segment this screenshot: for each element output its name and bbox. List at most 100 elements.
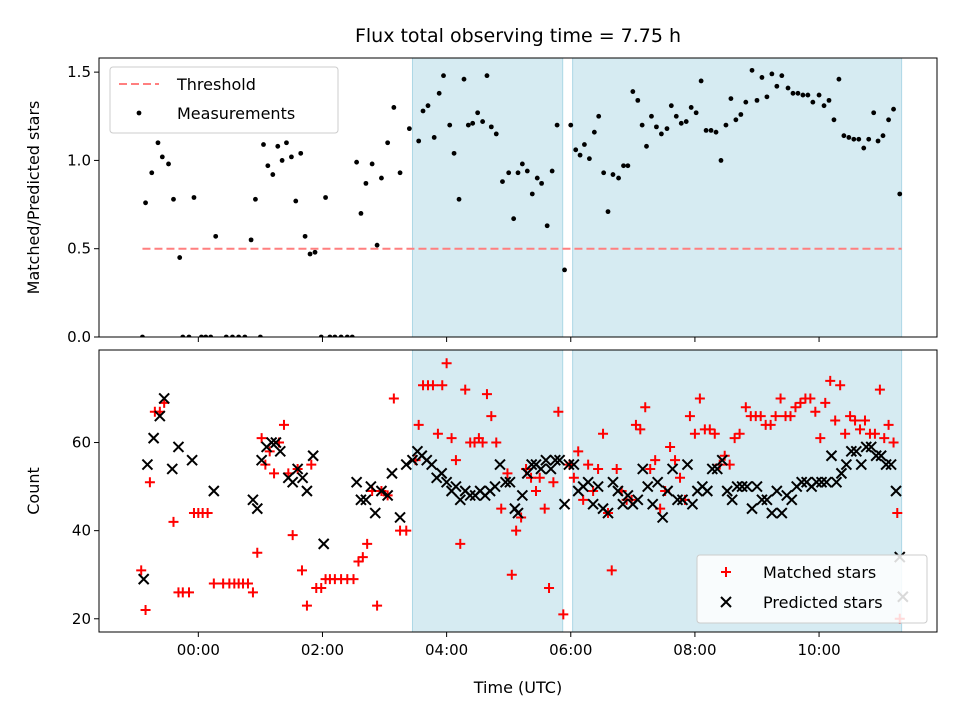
measurement-point	[582, 142, 587, 147]
top-ytick-label: 0.5	[67, 240, 91, 258]
measurement-point	[664, 126, 670, 132]
bottom-ytick-label: 60	[72, 434, 91, 452]
measurement-point	[441, 73, 446, 79]
bottom-ytick-label: 40	[72, 522, 91, 540]
bottom-xtick-label: 10:00	[797, 641, 840, 659]
legend-matched-label: Matched stars	[763, 563, 876, 582]
predicted-star-point	[646, 498, 659, 510]
matched-star-point	[247, 587, 258, 598]
bottom-xtick-label: 04:00	[425, 641, 468, 659]
top-legend-box	[109, 66, 339, 134]
predicted-star-point	[291, 463, 304, 475]
measurement-point	[764, 94, 770, 100]
predicted-star-point	[622, 489, 634, 502]
measurement-point	[447, 122, 453, 128]
measurement-point	[601, 170, 607, 176]
measurement-point	[208, 334, 214, 337]
measurement-point	[749, 67, 755, 73]
matched-star-point	[531, 486, 542, 496]
matched-star-point	[775, 393, 786, 404]
matched-star-point	[874, 384, 885, 395]
predicted-star-point	[835, 467, 848, 480]
measurement-point	[186, 334, 192, 337]
matched-star-point	[432, 428, 443, 439]
matched-star-point	[729, 433, 740, 444]
measurement-point	[349, 334, 355, 337]
measurement-point	[738, 112, 744, 117]
predicted-star-point	[676, 494, 689, 506]
matched-star-point	[136, 565, 147, 576]
matched-star-point	[611, 463, 622, 474]
measurement-point	[312, 249, 318, 255]
measurement-point	[621, 163, 626, 169]
matched-star-point	[859, 415, 870, 426]
measurement-point	[253, 196, 258, 202]
matched-star-point	[830, 415, 841, 426]
top-ytick-label: 1.5	[67, 63, 91, 81]
measurement-point	[431, 135, 437, 140]
predicted-star-point	[651, 476, 664, 488]
measurement-point	[708, 127, 714, 133]
predicted-star-point	[701, 485, 714, 497]
top-legend: Threshold Measurements	[109, 66, 339, 134]
matched-star-point	[573, 446, 584, 457]
measurement-point	[354, 159, 360, 165]
measurement-point	[475, 110, 481, 116]
predicted-star-point	[553, 454, 566, 466]
predicted-star-point	[766, 507, 778, 519]
measurement-point	[891, 106, 896, 112]
measurement-point	[223, 334, 229, 337]
matched-star-point	[835, 380, 846, 391]
bottom-legend: Matched stars Predicted stars	[696, 554, 928, 624]
measurement-point	[703, 127, 709, 133]
matched-star-point	[840, 428, 851, 439]
measurement-point	[506, 170, 512, 176]
matched-star-point	[202, 508, 213, 519]
measurement-point	[562, 267, 567, 273]
measurement-point	[573, 147, 579, 153]
measurement-point	[338, 334, 344, 337]
measurement-point	[688, 105, 694, 110]
measurement-point	[774, 83, 780, 89]
predicted-star-point	[137, 573, 150, 585]
matched-star-point	[357, 552, 368, 563]
predicted-star-point	[637, 463, 649, 475]
predicted-star-point	[525, 458, 538, 471]
predicted-star-point	[741, 480, 753, 493]
measurement-point	[630, 89, 636, 94]
predicted-star-point	[521, 467, 534, 480]
matched-star-point	[734, 428, 745, 439]
measurement-point	[318, 334, 324, 337]
bottom-y-axis-label: Count	[24, 467, 43, 515]
measurement-point	[810, 99, 816, 105]
matched-star-point	[790, 402, 801, 413]
measurement-point	[698, 78, 704, 84]
bottom-x-axis-label: Time (UTC)	[473, 678, 562, 697]
measurement-point	[693, 110, 699, 116]
measurement-point	[519, 161, 525, 167]
matched-star-point	[640, 402, 651, 413]
predicted-star-point	[464, 489, 476, 502]
matched-star-point	[635, 424, 646, 435]
predicted-star-point	[592, 480, 604, 493]
measurement-point	[369, 161, 375, 167]
measurement-point	[493, 131, 499, 137]
measurement-point	[754, 97, 760, 103]
matched-star-point	[144, 477, 155, 488]
matched-star-point	[539, 503, 550, 514]
measurement-point	[733, 117, 739, 123]
measurement-point	[461, 76, 467, 82]
measurement-point	[625, 163, 631, 169]
predicted-star-point	[776, 507, 788, 519]
measurement-point	[149, 170, 155, 176]
matched-star-point	[583, 459, 594, 470]
measurement-point	[177, 255, 183, 260]
predicted-star-point	[394, 511, 406, 524]
predicted-star-point	[318, 538, 330, 550]
measurement-point	[658, 131, 664, 137]
measurement-point	[577, 152, 583, 158]
matched-star-point	[496, 503, 507, 514]
legend-threshold-label: Threshold	[176, 75, 256, 94]
bottom-xtick-label: 02:00	[301, 641, 344, 659]
predicted-star-point	[731, 480, 743, 493]
